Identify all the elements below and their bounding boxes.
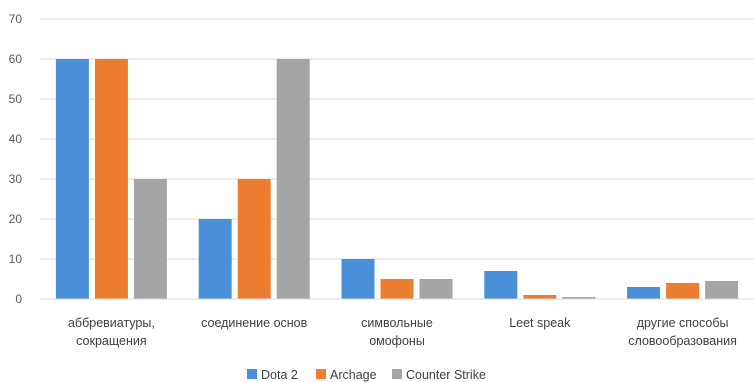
bar-archage <box>523 295 557 299</box>
bar-dota-2 <box>198 219 232 299</box>
bar-archage <box>94 59 128 299</box>
bar-archage <box>380 279 414 299</box>
legend-label: Dota 2 <box>261 368 298 382</box>
category-label: символьные омофоны <box>361 316 433 348</box>
legend-swatch <box>316 369 326 379</box>
y-tick-label: 20 <box>9 212 23 226</box>
bars <box>55 59 739 299</box>
category-labels: аббревиатуры, сокращения соединение основ с… <box>68 316 737 348</box>
category-label: аббревиатуры, сокращения <box>68 316 155 348</box>
legend-swatch <box>247 369 257 379</box>
legend: Dota 2 Archage Counter Strike <box>247 368 486 382</box>
bar-dota-2 <box>627 287 661 299</box>
category-label: Leet speak <box>509 316 571 330</box>
y-tick-label: 70 <box>9 12 23 26</box>
y-tick-label: 60 <box>9 52 23 66</box>
bar-counter-strike <box>562 297 596 299</box>
y-tick-label: 30 <box>9 172 23 186</box>
bar-counter-strike <box>276 59 310 299</box>
bar-counter-strike <box>705 281 739 299</box>
y-axis-ticks: 0 10 20 30 40 50 60 70 <box>9 12 23 306</box>
bar-archage <box>237 179 271 299</box>
bar-dota-2 <box>55 59 89 299</box>
y-tick-label: 10 <box>9 252 23 266</box>
bar-counter-strike <box>419 279 453 299</box>
bar-counter-strike <box>133 179 167 299</box>
legend-swatch <box>392 369 402 379</box>
legend-label: Counter Strike <box>406 368 486 382</box>
bar-dota-2 <box>484 271 518 299</box>
category-label: соединение основ <box>201 316 308 330</box>
category-label: другие способы словообразования <box>628 316 737 348</box>
y-tick-label: 50 <box>9 92 23 106</box>
y-tick-label: 0 <box>15 292 22 306</box>
bar-archage <box>666 283 700 299</box>
legend-label: Archage <box>330 368 377 382</box>
y-tick-label: 40 <box>9 132 23 146</box>
bar-dota-2 <box>341 259 375 299</box>
